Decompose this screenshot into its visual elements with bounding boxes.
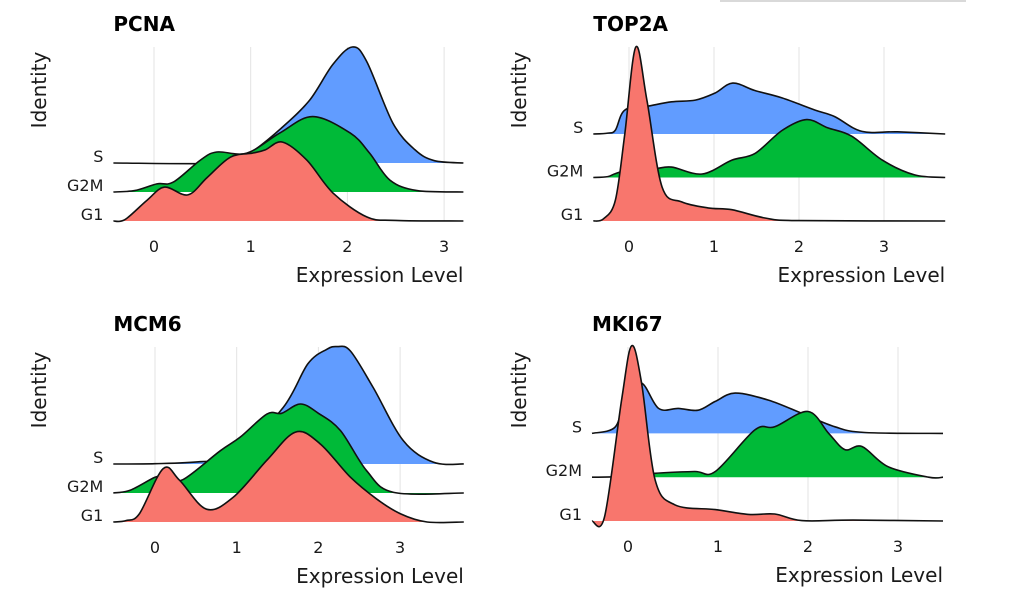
y-category-label: G2M (547, 162, 583, 181)
x-tick-label: 3 (893, 537, 903, 556)
y-category-label: S (573, 118, 583, 137)
y-axis-label: Identity (27, 352, 51, 429)
ridge-outline-g1 (113, 141, 464, 223)
ridge-outline-g1 (593, 45, 946, 222)
ridge-fill-s (113, 46, 464, 164)
x-tick-label: 2 (342, 237, 352, 256)
x-tick-label: 3 (879, 237, 889, 256)
y-category-label: S (93, 448, 103, 467)
x-axis-label: Expression Level (775, 563, 943, 587)
panel-title: MCM6 (113, 312, 181, 336)
x-tick-label: 2 (313, 538, 323, 557)
ridge-fill-s (113, 346, 464, 465)
ridge-outline-g2m (591, 410, 944, 479)
ridge-outline-s (113, 345, 464, 466)
x-tick-label: 3 (395, 538, 405, 557)
ridge-fill-g1 (593, 46, 946, 222)
y-axis-label: Identity (507, 52, 531, 129)
y-axis-label: Identity (27, 52, 51, 129)
x-tick-label: 1 (709, 237, 719, 256)
panel-pcna: PCNA Identity 0 1 2 3 Expression Level G1 G2M S (27, 12, 464, 287)
panel-top2a: TOP2A Identity 0 1 2 3 Expression Level G1 G2M S (507, 12, 946, 287)
panel-mcm6: MCM6 Identity 0 1 2 3 Expression Level G1 G2M S (27, 312, 464, 588)
x-tick-label: 3 (439, 237, 449, 256)
ridge-fill-g1 (113, 141, 464, 222)
y-category-label: G2M (67, 477, 103, 496)
ridge-outline-g2m (113, 115, 464, 193)
y-category-label: G1 (81, 506, 104, 525)
x-tick-label: 2 (794, 237, 804, 256)
ridge-fill-s (593, 83, 946, 134)
y-category-label: G1 (81, 205, 104, 224)
ridge-fill-s (592, 382, 943, 434)
ridge-fill-g2m (593, 119, 946, 178)
x-tick-label: 0 (623, 537, 633, 556)
ridge-outline-g1 (591, 344, 944, 528)
y-category-label: G2M (67, 176, 103, 195)
y-category-label: S (572, 417, 582, 436)
ridge-outline-s (593, 82, 946, 135)
y-category-label: S (93, 147, 103, 166)
x-axis-label: Expression Level (777, 263, 945, 287)
y-category-label: G1 (559, 505, 582, 524)
y-category-label: G2M (546, 461, 582, 480)
x-axis-label: Expression Level (296, 263, 464, 287)
ridge-fill-g1 (113, 431, 464, 523)
x-tick-label: 0 (150, 538, 160, 557)
x-tick-label: 0 (149, 237, 159, 256)
x-tick-label: 1 (232, 538, 242, 557)
x-tick-label: 0 (624, 237, 634, 256)
panel-title: TOP2A (593, 12, 668, 36)
ridge-fill-g2m (592, 411, 943, 478)
top-divider (720, 0, 966, 2)
x-tick-label: 2 (803, 537, 813, 556)
x-axis-label: Expression Level (296, 564, 464, 588)
x-tick-label: 1 (246, 237, 256, 256)
panel-title: PCNA (113, 12, 175, 36)
panel-mki67: MKI67 Identity 0 1 2 3 Expression Level G1 G2M S (507, 312, 944, 587)
y-axis-label: Identity (507, 352, 531, 429)
panel-title: MKI67 (592, 312, 663, 336)
y-category-label: G1 (561, 205, 584, 224)
ridge-outline-g1 (113, 430, 464, 524)
x-tick-label: 1 (713, 537, 723, 556)
